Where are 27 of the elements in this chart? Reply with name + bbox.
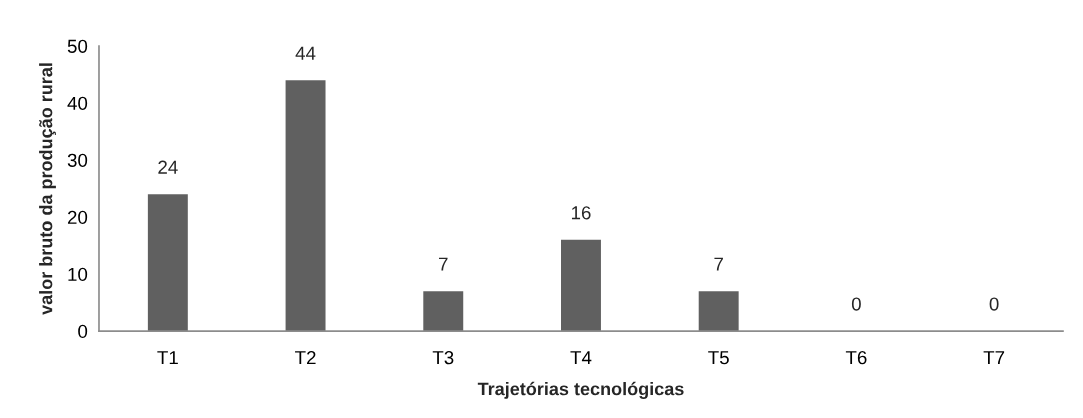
x-tick-label: T7: [983, 351, 1005, 365]
x-tick-label: T6: [845, 351, 867, 365]
data-label: 0: [851, 297, 861, 311]
data-label: 16: [571, 206, 591, 220]
y-tick-label: 40: [67, 96, 88, 110]
x-tick-label: T2: [295, 351, 316, 365]
y-tick-label: 20: [67, 210, 88, 224]
y-axis-title: valor bruto da produção rural: [39, 63, 56, 315]
bar: [285, 80, 326, 332]
x-tick-label: T1: [157, 351, 178, 365]
data-label: 7: [714, 257, 723, 271]
bar: [561, 239, 601, 332]
data-label: 24: [158, 160, 178, 174]
data-label: 44: [295, 46, 316, 60]
y-tick-label: 50: [67, 39, 88, 53]
data-label: 7: [439, 257, 448, 271]
x-tick-label: T5: [708, 351, 729, 365]
x-tick-label: T4: [570, 351, 592, 365]
y-tick-label: 0: [78, 324, 88, 339]
bar: [423, 291, 464, 332]
data-label: 0: [989, 297, 999, 311]
bar: [698, 291, 739, 332]
bar: [147, 194, 188, 332]
y-tick-label: 10: [68, 267, 88, 282]
x-tick-label: T3: [432, 351, 454, 365]
x-axis-title: Trajetórias tecnológicas: [477, 381, 684, 399]
y-tick-label: 30: [67, 153, 88, 167]
